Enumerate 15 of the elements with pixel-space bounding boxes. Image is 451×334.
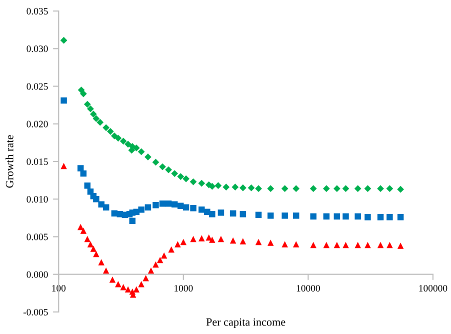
y-tick-label: 0.030 [26,46,48,52]
y-tick-label: 0.000 [26,271,48,278]
x-tick-label: 10000 [296,285,320,292]
y-tick-label: 0.015 [26,158,48,165]
x-tick-label: 1000 [174,285,193,292]
y-tick-label: -0.005 [23,308,48,316]
x-tick-label: 100000 [419,285,448,292]
y-tick-label: 0.010 [26,196,48,203]
y-tick-label: 0.025 [26,83,48,90]
x-tick-label: 100 [52,285,66,292]
x-axis-title: Per capita income [206,318,286,328]
y-tick-label: 0.035 [26,8,48,15]
y-tick-label: 0.020 [26,120,48,128]
y-tick-label: 0.005 [26,234,48,240]
y-axis-title: Growth rate [6,135,14,188]
